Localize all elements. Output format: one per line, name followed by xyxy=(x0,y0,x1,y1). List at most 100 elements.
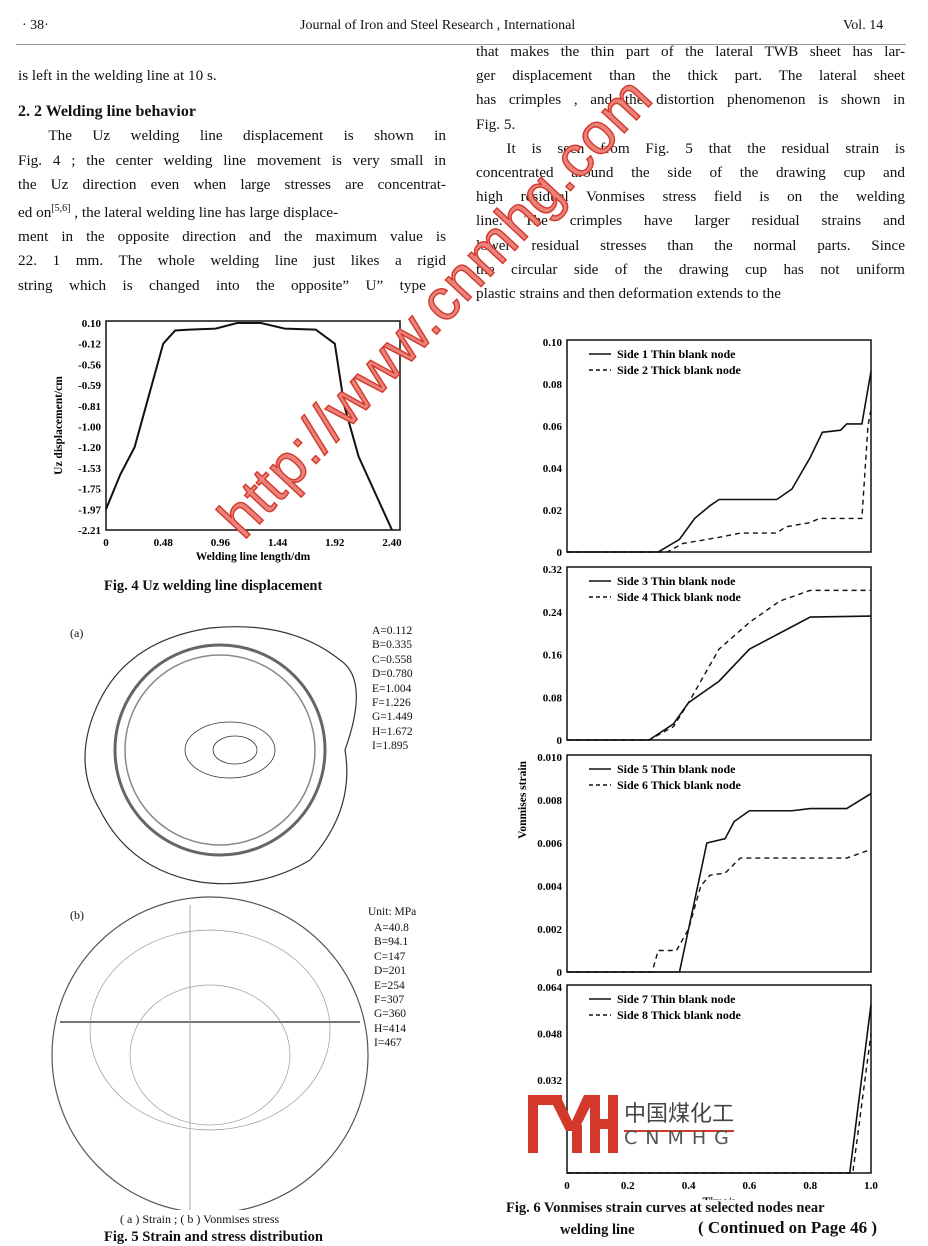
fig4-caption: Fig. 4 Uz welding line displacement xyxy=(104,578,323,594)
y-tick-label: 0.08 xyxy=(543,692,563,704)
plot-frame xyxy=(105,320,401,531)
y-axis-label: Uz displacement/cm xyxy=(53,376,65,475)
legend-entry: E=254 xyxy=(374,979,405,992)
citation: [5,6] xyxy=(51,203,71,215)
text-line: is left in the welding line at 10 s. xyxy=(18,67,217,84)
legend-entry: B=0.335 xyxy=(372,639,413,652)
y-tick-label: -1.53 xyxy=(78,463,101,475)
y-tick-label: 0 xyxy=(557,735,563,747)
text-line: ment in the opposite direction and the m… xyxy=(18,228,446,246)
x-tick-label: 2.40 xyxy=(382,537,402,549)
left-column: is left in the welding line at 10 s. 2. … xyxy=(18,64,446,298)
x-axis-label: Time/s xyxy=(702,1196,736,1200)
fig5-subcaption: ( a ) Strain ; ( b ) Vonmises stress xyxy=(120,1212,280,1226)
legend-entry: G=360 xyxy=(374,1008,407,1021)
data-line xyxy=(567,1033,872,1174)
data-line xyxy=(567,371,872,553)
y-tick-label: -1.20 xyxy=(78,442,101,454)
fig5a-label: (a) xyxy=(70,626,84,640)
text-line: string which is changed into the opposit… xyxy=(18,276,446,294)
legend-entry: Side 2 Thick blank node xyxy=(617,363,742,377)
section-heading: 2. 2 Welding line behavior xyxy=(18,103,196,121)
legend-entry: B=94.1 xyxy=(374,936,409,949)
fig6-chart: 0.10 0.08 0.06 0.04 0.02 0 Side 1 Thin blank n… xyxy=(517,337,878,1200)
text-line: lower residual stresses than the normal … xyxy=(476,236,905,254)
x-tick-label: 0.6 xyxy=(743,1180,757,1192)
x-tick-label: 0.48 xyxy=(154,537,174,549)
page-number: · 38· xyxy=(22,18,49,33)
logo-chinese-text: 中国煤化工 xyxy=(624,1096,735,1132)
data-line xyxy=(567,589,871,741)
x-tick-label: 0.8 xyxy=(803,1180,817,1192)
y-tick-label: 0.010 xyxy=(537,752,562,764)
x-tick-label: 0.4 xyxy=(682,1180,696,1192)
text: , the lateral welding line has large dis… xyxy=(70,204,339,222)
journal-title: Journal of Iron and Steel Research , Int… xyxy=(300,18,576,33)
y-tick-label: -2.21 xyxy=(78,525,101,537)
fig6-panel-3: 0.010 0.008 0.006 0.004 0.002 0 Side 5 Thin bl… xyxy=(537,752,872,979)
y-tick-label: 0.06 xyxy=(543,421,563,433)
legend-entry: F=307 xyxy=(374,994,405,1007)
text-line: Fig. 4 ; the center welding line movemen… xyxy=(18,151,446,169)
legend-entry: C=147 xyxy=(374,950,406,963)
cnmhg-logo-icon xyxy=(528,1095,618,1155)
y-tick-label: 0.10 xyxy=(82,318,102,330)
y-tick-label: 0.24 xyxy=(543,607,563,619)
legend-entry: Side 7 Thin blank node xyxy=(617,992,736,1006)
x-tick-label: 0 xyxy=(103,537,109,549)
y-tick-label: 0.04 xyxy=(543,463,563,475)
fig6-panel-1: 0.10 0.08 0.06 0.04 0.02 0 Side 1 Thin blank n… xyxy=(543,337,872,559)
y-tick-label: -0.56 xyxy=(78,359,101,371)
text-line: high residual Vonmises stress field is o… xyxy=(476,188,905,206)
legend-entry: F=1.226 xyxy=(372,697,411,710)
y-tick-label: -1.75 xyxy=(78,484,101,496)
y-tick-label: 0.048 xyxy=(537,1029,562,1041)
x-tick-label: 0 xyxy=(564,1180,570,1192)
fig5b-label: (b) xyxy=(70,908,84,922)
text-line: the Uz direction even when large stresse… xyxy=(18,175,446,193)
plot-frame xyxy=(566,339,872,553)
text-line: line. The crimples have larger residual … xyxy=(476,212,905,230)
text-line: ed on[5,6] , the lateral welding line ha… xyxy=(18,197,446,225)
strain-contour-plot xyxy=(84,626,357,885)
y-tick-label: 0.10 xyxy=(543,337,563,349)
legend-entry: D=0.780 xyxy=(372,668,413,681)
y-tick-label: -0.59 xyxy=(78,380,101,392)
legend-entry: Side 5 Thin blank node xyxy=(617,762,736,776)
legend-entry: A=40.8 xyxy=(374,922,409,934)
fig6-panel-2: 0.32 0.24 0.16 0.08 0 Side 3 Thin blank node S… xyxy=(543,564,872,747)
legend-entry: H=1.672 xyxy=(372,725,413,738)
text-line: The Uz welding line displacement is show… xyxy=(48,127,446,145)
legend-entry: H=414 xyxy=(374,1022,407,1035)
legend-entry: G=1.449 xyxy=(372,711,413,724)
y-tick-label: 0.16 xyxy=(543,650,563,662)
legend-entry: I=467 xyxy=(374,1037,402,1050)
x-tick-label: 0.2 xyxy=(621,1180,635,1192)
text-line: that makes the thin part of the lateral … xyxy=(476,43,905,60)
text-line: has crimples , and the distortion phenom… xyxy=(476,91,905,109)
legend-entry: I=1.895 xyxy=(372,740,409,753)
y-tick-label: 0.02 xyxy=(543,505,563,517)
legend-entry: D=201 xyxy=(374,965,407,978)
fig6-caption-line2: welding line xyxy=(560,1222,635,1238)
text-line: concentrated around the side of the draw… xyxy=(476,164,905,182)
text-line: It is seen from Fig. 5 that the residual… xyxy=(506,139,905,157)
data-line xyxy=(105,322,393,531)
x-tick-label: 1.44 xyxy=(268,537,288,549)
y-tick-label: 0.064 xyxy=(537,982,562,994)
data-line xyxy=(567,848,872,973)
y-tick-label: 0.08 xyxy=(543,379,563,391)
y-tick-label: 0.32 xyxy=(543,564,563,576)
fig5-contour-plots xyxy=(51,626,369,1210)
legend-entry: Side 4 Thick blank node xyxy=(617,590,742,604)
text-line: Fig. 5. xyxy=(476,115,516,133)
right-column: that makes the thin part of the lateral … xyxy=(476,40,905,306)
y-tick-label: 0.006 xyxy=(537,838,562,850)
fig5-caption: Fig. 5 Strain and stress distribution xyxy=(104,1229,323,1245)
y-tick-label: 0.032 xyxy=(537,1075,562,1087)
text-line: plastic strains and then deformation ext… xyxy=(476,285,781,303)
text-line: 22. 1 mm. The whole welding line just li… xyxy=(18,252,446,270)
legend-entry: C=0.558 xyxy=(372,653,413,666)
fig6-caption: Fig. 6 Vonmises strain curves at selecte… xyxy=(506,1200,825,1216)
legend-entry: Side 1 Thin blank node xyxy=(617,347,736,361)
